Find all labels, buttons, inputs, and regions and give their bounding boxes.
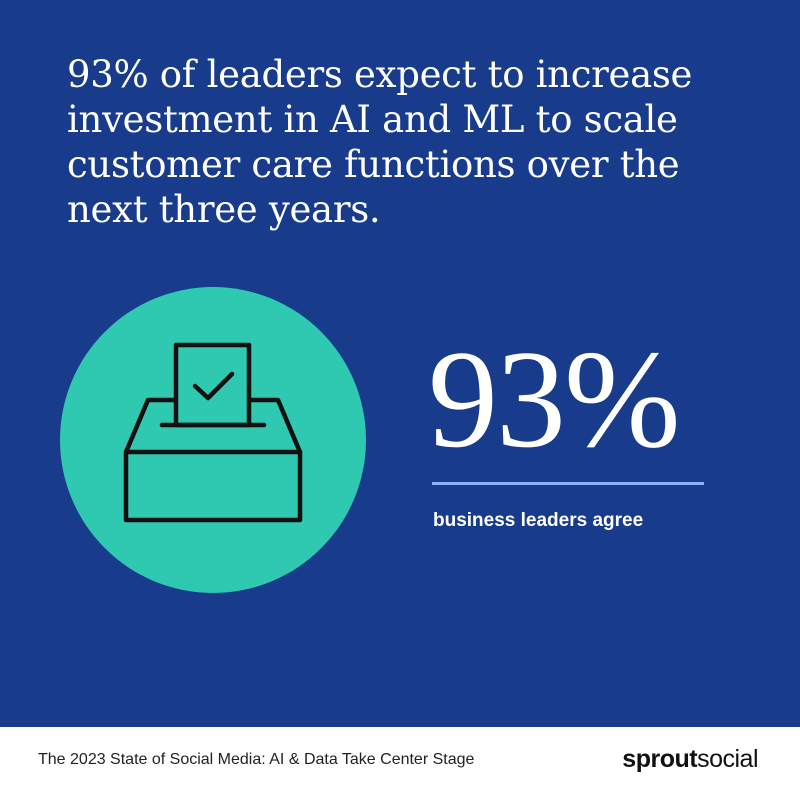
icon-circle — [60, 287, 366, 593]
footer-title: The 2023 State of Social Media: AI & Dat… — [38, 751, 475, 768]
headline-line: investment in AI and ML to scale — [67, 98, 678, 141]
illustration — [60, 287, 366, 593]
logo: sproutsocial — [622, 745, 758, 774]
divider — [432, 482, 704, 485]
ballot-box-icon — [123, 342, 303, 523]
stat-value: 93% — [428, 322, 681, 477]
footer: The 2023 State of Social Media: AI & Dat… — [0, 727, 800, 800]
headline-line: 93% of leaders expect to increase — [67, 53, 693, 96]
logo-light: social — [697, 745, 758, 773]
stat-caption: business leaders agree — [433, 510, 644, 531]
headline-line: next three years. — [67, 188, 381, 231]
headline: 93% of leaders expect to increase invest… — [67, 52, 692, 232]
logo-bold: sprout — [622, 745, 698, 773]
headline-line: customer care functions over the — [67, 143, 680, 186]
